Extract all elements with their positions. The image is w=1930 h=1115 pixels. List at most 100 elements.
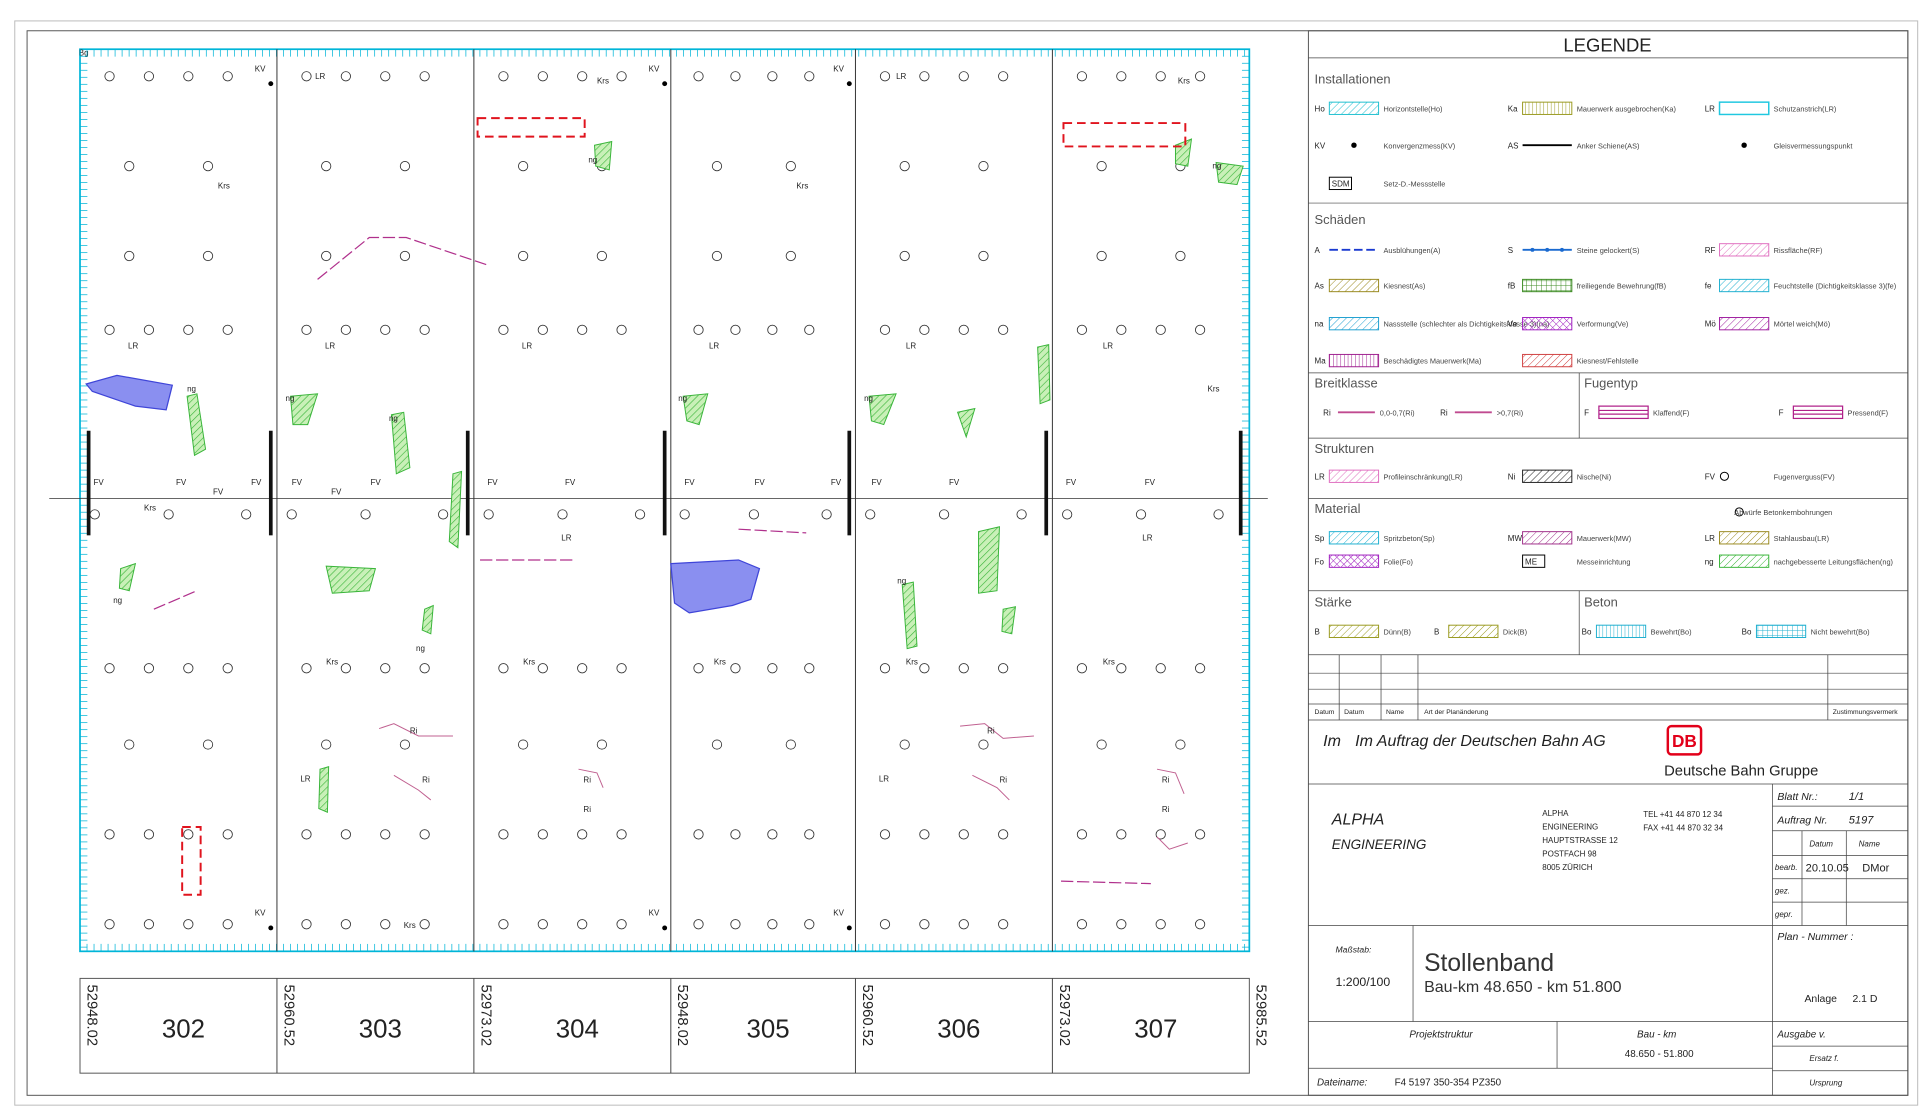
- legend-swatch: [1328, 101, 1380, 115]
- annotation: LR: [906, 341, 916, 350]
- core-hole: [104, 919, 115, 930]
- core-hole: [978, 250, 989, 262]
- kv-point: [662, 925, 668, 931]
- core-hole: [879, 71, 891, 82]
- core-hole: [380, 324, 391, 335]
- legend-label: Ausblühungen(A): [1383, 246, 1440, 255]
- legend-label: Beschädigtes Mauerwerk(Ma): [1383, 357, 1481, 366]
- company-tel: TEL +41 44 870 12 34: [1643, 810, 1723, 819]
- annotation: ng: [897, 576, 906, 585]
- core-hole: [183, 829, 194, 840]
- core-hole: [557, 509, 568, 520]
- damage-area: [670, 559, 761, 614]
- crack-line: [960, 723, 1034, 739]
- legend-swatch: [1741, 142, 1747, 148]
- legend-group-title: Schäden: [1315, 212, 1366, 227]
- core-hole: [730, 663, 741, 674]
- legend-code: RF: [1705, 246, 1716, 255]
- core-hole: [143, 324, 155, 335]
- core-hole: [1213, 509, 1224, 520]
- core-hole: [919, 919, 930, 930]
- legend-frame: [1307, 30, 1909, 1096]
- annotation: FV: [1145, 478, 1156, 487]
- baukm: 48.650 - 51.800: [1625, 1049, 1694, 1060]
- client-text: Im Auftrag der Deutschen Bahn AG: [1355, 733, 1606, 750]
- core-hole: [711, 250, 723, 262]
- baukm-label: Bau - km: [1637, 1029, 1676, 1040]
- annotation: ng: [286, 394, 295, 403]
- core-hole: [804, 919, 815, 930]
- core-hole: [958, 71, 969, 82]
- core-hole: [183, 663, 194, 674]
- core-hole: [998, 663, 1009, 674]
- bearb-datum: 20.10.05: [1806, 862, 1849, 874]
- core-hole: [498, 71, 509, 82]
- legend-swatch: [1448, 624, 1499, 638]
- legend-label: Kiesnest/Fehlstelle: [1577, 357, 1639, 366]
- station-label: 52973.02: [1056, 985, 1072, 1047]
- gez-label: gez.: [1775, 886, 1790, 895]
- legend-swatch: [1719, 554, 1770, 568]
- annotation: ng: [864, 394, 873, 403]
- core-hole: [1096, 250, 1107, 262]
- annotation: Ri: [583, 776, 591, 785]
- annotation: FV: [176, 478, 187, 487]
- annotation: LR: [1103, 341, 1113, 350]
- legend-swatch: [1328, 554, 1380, 568]
- core-hole: [804, 71, 815, 82]
- annotation: Ri: [999, 776, 1007, 785]
- core-hole: [577, 919, 588, 930]
- annotation: Krs: [326, 658, 338, 667]
- core-hole: [143, 71, 155, 82]
- datum-label: Datum: [1809, 840, 1833, 849]
- annotation: KV: [649, 64, 660, 73]
- legend-label: Feuchtstelle (Dichtigkeitsklasse 3)(fe): [1774, 282, 1897, 291]
- core-hole: [879, 919, 891, 930]
- corner-label: Bg: [79, 48, 89, 57]
- kv-point: [846, 81, 852, 87]
- section-number: 306: [937, 1015, 980, 1043]
- core-hole: [879, 324, 891, 335]
- core-hole: [1096, 161, 1107, 172]
- joint-bar: [662, 430, 667, 536]
- annotation: FV: [871, 478, 882, 487]
- core-hole: [958, 324, 969, 335]
- annotation: Ri: [1162, 805, 1170, 814]
- annotation: ng: [678, 394, 687, 403]
- core-hole: [616, 324, 627, 335]
- core-hole: [537, 919, 548, 930]
- projekt-label: Projektstruktur: [1409, 1029, 1473, 1040]
- repair-area: [390, 411, 411, 475]
- annotation: FV: [94, 478, 105, 487]
- legend-code: Ve: [1508, 320, 1518, 329]
- legend-label: Setz-D.-Messstelle: [1383, 179, 1445, 188]
- core-hole: [577, 663, 588, 674]
- repair-area: [1215, 161, 1244, 186]
- core-hole: [711, 739, 723, 750]
- section-number: 304: [556, 1015, 599, 1043]
- core-hole: [879, 663, 891, 674]
- legend-label: Kiesnest(As): [1383, 282, 1425, 291]
- core-hole: [1194, 71, 1206, 82]
- core-hole: [1194, 324, 1206, 335]
- crack-line: [393, 774, 432, 801]
- annotation: Krs: [906, 658, 918, 667]
- annotation: Ri: [1162, 776, 1170, 785]
- core-hole: [419, 71, 430, 82]
- core-hole: [104, 829, 115, 840]
- annotation: ng: [113, 596, 122, 605]
- repair-area: [901, 581, 918, 650]
- legend-swatch: [1328, 624, 1380, 638]
- core-hole: [1155, 919, 1166, 930]
- repair-area: [1037, 343, 1051, 405]
- core-hole: [998, 71, 1009, 82]
- file-label: Dateiname:: [1317, 1077, 1368, 1088]
- annotation: FV: [565, 478, 576, 487]
- legend-label: freiliegende Bewehrung(fB): [1577, 282, 1666, 291]
- annotation: FV: [213, 488, 224, 497]
- core-hole: [518, 161, 529, 172]
- crack-line: [317, 236, 487, 280]
- repair-area: [1174, 138, 1193, 167]
- core-hole: [616, 663, 627, 674]
- section-strip: 52948.02 52960.52 52973.02 52948.02 52960.52…: [79, 977, 1269, 1074]
